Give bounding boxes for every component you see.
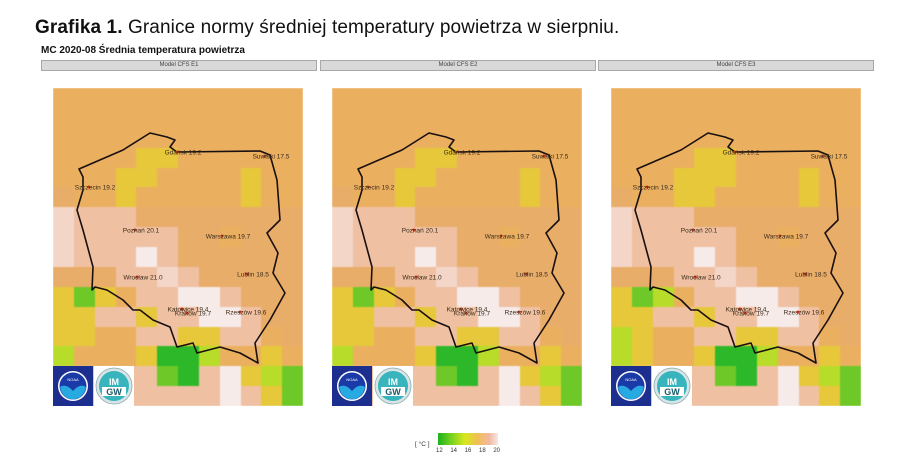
city-marker-icon (175, 150, 179, 154)
svg-text:NOAA: NOAA (625, 377, 637, 382)
city-label: Warszawa 19.7 (484, 233, 530, 241)
svg-text:NOAA: NOAA (346, 377, 358, 382)
city-marker-icon (821, 154, 825, 158)
city-marker-icon (454, 150, 458, 154)
imgw-logo-icon: IM GW (373, 366, 413, 406)
city-label: Szczecin 19.2 (632, 184, 674, 192)
city-marker-icon (743, 311, 747, 315)
city-label: Wrocław 21.0 (402, 274, 442, 282)
city-marker-icon (803, 272, 807, 276)
poland-border-outline (634, 132, 844, 364)
city-label: Katowice 19.4 (446, 306, 488, 314)
svg-text:IM: IM (109, 377, 119, 387)
city-label: Kraków 19.7 (453, 310, 491, 318)
legend-tick: 12 (436, 448, 443, 454)
city-label: Suwałki 17.5 (252, 153, 290, 161)
city-marker-icon (733, 150, 737, 154)
map-panel-e2: Gdańsk 19.2 Suwałki 17.5 Szczecin 19.2 Pozn… (332, 88, 582, 406)
city-label: Wrocław 21.0 (123, 274, 163, 282)
city-marker-icon (691, 228, 695, 232)
city-label: Lublin 18.5 (516, 271, 548, 279)
svg-text:IM: IM (667, 377, 677, 387)
city-label: Wrocław 21.0 (681, 274, 721, 282)
city-marker-icon (220, 234, 224, 238)
chart-title: MC 2020-08 Średnia temperatura powietrza (41, 45, 245, 56)
city-marker-icon (135, 275, 139, 279)
city-label: Szczecin 19.2 (353, 184, 395, 192)
city-marker-icon (459, 307, 463, 311)
city-marker-icon (542, 154, 546, 158)
city-marker-icon (412, 228, 416, 232)
city-label: Lublin 18.5 (795, 271, 827, 279)
city-label: Poznań 20.1 (122, 227, 160, 235)
poland-border-outline (355, 132, 565, 364)
temperature-grid (53, 88, 303, 406)
svg-text:GW: GW (106, 387, 122, 397)
city-label: Rzeszów 19.6 (225, 309, 267, 317)
city-label: Gdańsk 19.2 (722, 149, 760, 157)
map-panel-e3: Gdańsk 19.2 Suwałki 17.5 Szczecin 19.2 Pozn… (611, 88, 861, 406)
city-marker-icon (263, 154, 267, 158)
city-marker-icon (524, 272, 528, 276)
noaa-logo-icon: NOAA (53, 366, 93, 406)
legend-tick: 16 (464, 448, 472, 454)
city-marker-icon (366, 185, 370, 189)
city-label: Szczecin 19.2 (74, 184, 116, 192)
legend-gradient (438, 433, 498, 445)
city-marker-icon (693, 275, 697, 279)
city-marker-icon (414, 275, 418, 279)
legend-ticks: 12 14 16 18 20 (436, 448, 500, 454)
city-label: Lublin 18.5 (237, 271, 269, 279)
city-label: Katowice 19.4 (725, 306, 767, 314)
city-marker-icon (778, 234, 782, 238)
city-marker-icon (180, 307, 184, 311)
city-label: Kraków 19.7 (174, 310, 212, 318)
noaa-logo-icon: NOAA (611, 366, 651, 406)
legend-tick: 18 (478, 448, 486, 454)
city-label: Gdańsk 19.2 (443, 149, 481, 157)
legend-tick: 14 (450, 448, 458, 454)
city-label: Rzeszów 19.6 (504, 309, 546, 317)
panel-header-e1: Model CFS E1 (41, 60, 317, 71)
legend-unit-label: [ °C ] (415, 441, 430, 448)
map-panel-e1: Gdańsk 19.2 Suwałki 17.5 Szczecin 19.2 Pozn… (53, 88, 303, 406)
caption-label: Grafika 1. (35, 17, 123, 38)
figure-caption: Grafika 1. Granice normy średniej temper… (35, 17, 619, 39)
city-label: Suwałki 17.5 (810, 153, 848, 161)
noaa-logo-icon: NOAA (332, 366, 372, 406)
imgw-logo-icon: IM GW (652, 366, 692, 406)
city-marker-icon (796, 310, 800, 314)
city-marker-icon (738, 307, 742, 311)
city-marker-icon (645, 185, 649, 189)
caption-text: Granice normy średniej temperatury powie… (122, 17, 620, 38)
legend-tick: 20 (493, 448, 500, 454)
city-label: Gdańsk 19.2 (164, 149, 202, 157)
city-label: Poznań 20.1 (401, 227, 439, 235)
panel-header-e2: Model CFS E2 (320, 60, 596, 71)
city-label: Suwałki 17.5 (531, 153, 569, 161)
city-marker-icon (185, 311, 189, 315)
city-label: Poznań 20.1 (680, 227, 718, 235)
city-marker-icon (464, 311, 468, 315)
city-marker-icon (245, 272, 249, 276)
city-marker-icon (133, 228, 137, 232)
svg-text:GW: GW (664, 387, 680, 397)
city-marker-icon (517, 310, 521, 314)
city-label: Warszawa 19.7 (763, 233, 809, 241)
city-label: Kraków 19.7 (732, 310, 770, 318)
city-label: Rzeszów 19.6 (783, 309, 825, 317)
city-marker-icon (499, 234, 503, 238)
imgw-logo-icon: IM GW (94, 366, 134, 406)
city-marker-icon (87, 185, 91, 189)
svg-text:NOAA: NOAA (67, 377, 79, 382)
city-label: Warszawa 19.7 (205, 233, 251, 241)
city-label: Katowice 19.4 (167, 306, 209, 314)
svg-text:IM: IM (388, 377, 398, 387)
panel-header-e3: Model CFS E3 (598, 60, 874, 71)
svg-text:GW: GW (385, 387, 401, 397)
city-marker-icon (238, 310, 242, 314)
poland-border-outline (76, 132, 286, 364)
